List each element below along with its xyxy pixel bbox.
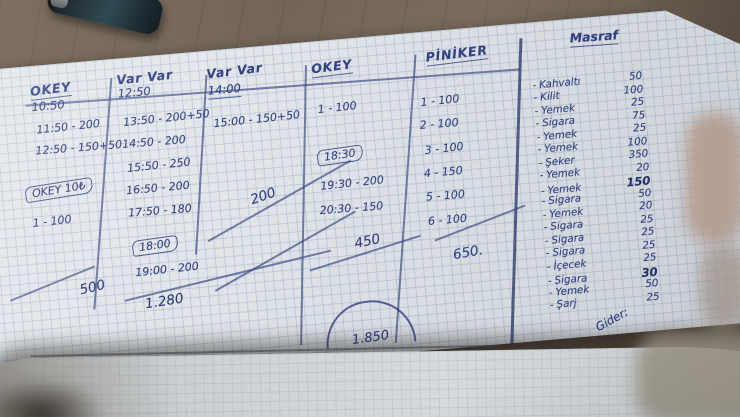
dash-bullet: - <box>533 91 538 104</box>
expense-label: Yemek <box>540 101 576 118</box>
expenses-header: Masraf <box>569 27 619 48</box>
expense-value: 20 <box>638 199 653 213</box>
expense-label: Yemek <box>555 283 590 299</box>
score-entries: 11:50 - 200 12:50 - 150+50 <box>33 115 128 167</box>
expense-value: 50 <box>628 69 643 83</box>
expense-value: 350 <box>628 147 649 162</box>
column-header: OKEY <box>310 56 354 79</box>
expense-label: Kilit <box>539 89 561 104</box>
dash-bullet: - <box>543 221 548 234</box>
expenses-list: - Kahvaltı 50 - Kilit 100 - Yemek 25 <box>532 69 674 312</box>
notebook-page: OKEY 10:50 11:50 - 200 12:50 - 150+50 OKE… <box>0 4 740 389</box>
dash-bullet: - <box>534 105 539 118</box>
expense-label: Sigara <box>550 231 585 247</box>
expense-value: 25 <box>642 251 657 265</box>
dash-bullet: - <box>532 79 537 92</box>
page-curl-shadow <box>0 378 106 417</box>
expense-value: 25 <box>640 225 655 239</box>
expense-value: 25 <box>645 290 660 304</box>
blur-patch <box>686 112 740 244</box>
blur-patch <box>700 244 740 328</box>
score-entries: 1 - 100 2 - 100 3 - 100 4 - 150 5 - 100 6 - 1… <box>417 87 531 239</box>
expense-label: Yemek <box>548 205 584 221</box>
score-entry: 20:30 - 150 <box>319 199 384 218</box>
score-column-okey-evening: OKEY 1 - 100 <box>310 49 418 127</box>
dash-bullet: - <box>547 275 553 288</box>
dash-bullet: - <box>546 260 552 274</box>
dash-bullet: - <box>545 247 550 260</box>
dash-bullet: - <box>542 209 548 222</box>
dash-bullet: - <box>540 185 546 198</box>
score-column-piniker: PİNİKER 1 - 100 2 - 100 3 - 100 4 - 150 5 - … <box>413 38 531 239</box>
dash-bullet: - <box>535 117 540 130</box>
expense-value: 25 <box>632 121 647 135</box>
dash-bullet: - <box>538 157 543 170</box>
dash-bullet: - <box>544 234 550 248</box>
dash-bullet: - <box>548 286 554 300</box>
dash-bullet: - <box>536 131 541 144</box>
score-column-okey-morning: OKEY 10:50 11:50 - 200 12:50 - 150+50 <box>29 72 128 167</box>
lighter-object <box>45 0 165 37</box>
score-column-varvar-2: Var Var 14:00 15:00 - 150+50 <box>205 56 312 139</box>
expense-value: 25 <box>630 95 645 109</box>
column-subheader: 14:00 <box>207 80 242 100</box>
dash-bullet: - <box>549 298 555 312</box>
expense-label: Kahvaltı <box>538 75 582 92</box>
expense-value: 50 <box>644 276 659 291</box>
column-header: PİNİKER <box>424 42 489 67</box>
score-entries: 19:30 - 200 20:30 - 150 <box>317 173 385 229</box>
expense-label: Yemek <box>542 127 578 143</box>
lighter-cap <box>49 0 72 10</box>
expense-label: İçecek <box>553 257 587 273</box>
page-curl <box>0 345 740 417</box>
dash-bullet: - <box>537 143 542 156</box>
blur-patch <box>636 332 740 417</box>
dash-bullet: - <box>539 169 544 182</box>
expense-label: Şeker <box>544 154 576 169</box>
